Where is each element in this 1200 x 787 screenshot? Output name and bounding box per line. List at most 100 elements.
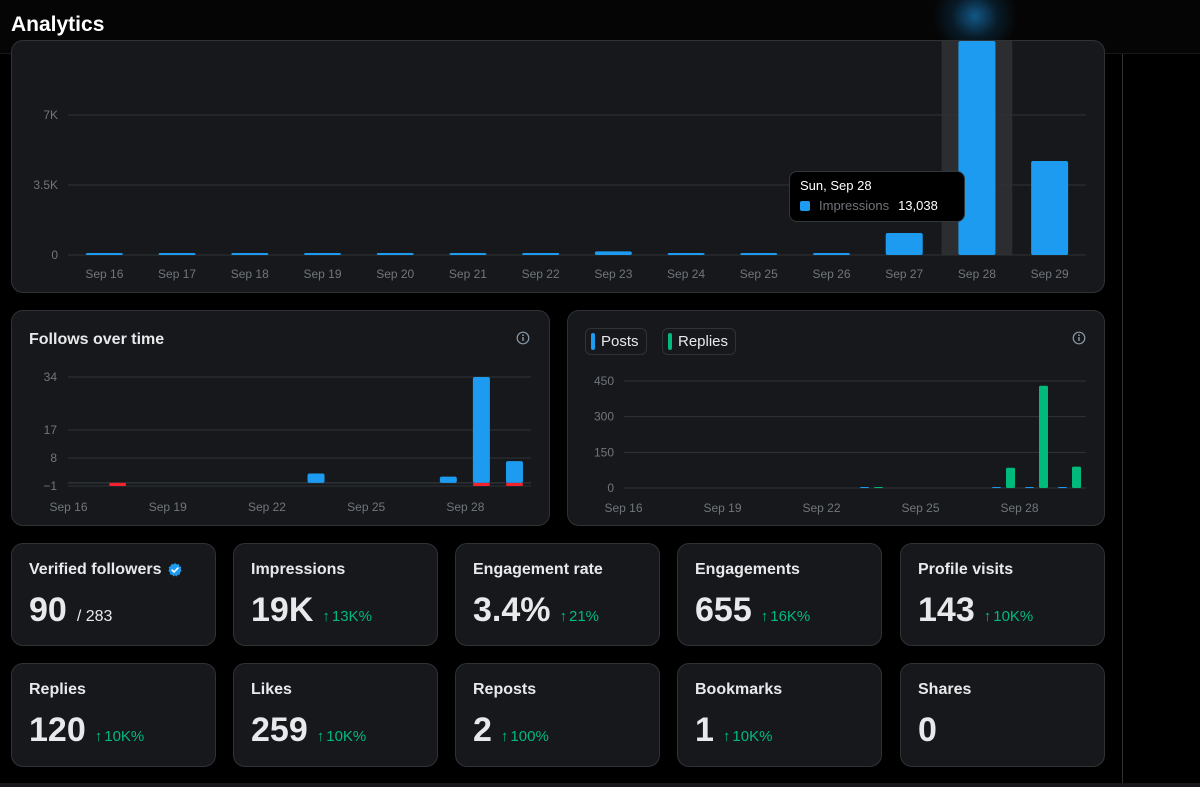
bar-sep-25 bbox=[740, 253, 778, 255]
tooltip-value: 13,038 bbox=[898, 198, 938, 213]
posts-bar bbox=[992, 487, 1001, 488]
y-tick-label: 300 bbox=[594, 410, 614, 424]
metric-change-value: 10K% bbox=[104, 728, 145, 745]
arrow-up-icon: ↑ bbox=[722, 728, 731, 745]
metric-value: 2 bbox=[473, 711, 492, 749]
follow-bar bbox=[472, 377, 490, 483]
y-tick-label: −1 bbox=[43, 479, 57, 493]
metric-card-bookmarks[interactable]: Bookmarks 1 ↑ 10K% bbox=[677, 663, 882, 767]
metric-card-likes[interactable]: Likes 259 ↑ 10K% bbox=[233, 663, 438, 767]
metric-value: 90 bbox=[29, 591, 67, 629]
metric-label-text: Verified followers bbox=[29, 561, 162, 578]
arrow-up-icon: ↑ bbox=[983, 608, 992, 625]
metric-label: Shares bbox=[918, 681, 972, 698]
arrow-up-icon: ↑ bbox=[500, 728, 509, 745]
x-tick-label: Sep 26 bbox=[812, 267, 850, 281]
metric-label: Replies bbox=[29, 681, 86, 698]
legend-replies-label: Replies bbox=[678, 333, 729, 350]
metric-value: 19K bbox=[251, 591, 314, 629]
metric-row: 2 ↑ 100% bbox=[473, 711, 549, 750]
follows-chart[interactable]: 34 17 8 −1 Sep 16 Sep 19 Sep 22 Sep 25 Sep 28 bbox=[12, 311, 550, 526]
metric-value: 655 bbox=[695, 591, 752, 629]
metric-card-verified-followers[interactable]: Verified followers 90 / 283 bbox=[11, 543, 216, 646]
metric-row: 259 ↑ 10K% bbox=[251, 711, 366, 750]
impressions-chart[interactable]: 0 3.5K 7K Sep 16 Sep 17 Sep 18 Sep 19 Sep 20 Sep… bbox=[12, 41, 1105, 293]
x-tick-label: Sep 24 bbox=[667, 267, 705, 281]
metric-row: 1 ↑ 10K% bbox=[695, 711, 772, 750]
metric-card-impressions[interactable]: Impressions 19K ↑ 13K% bbox=[233, 543, 438, 646]
unfollow-bar bbox=[472, 482, 490, 486]
arrow-up-icon: ↑ bbox=[322, 608, 330, 625]
arrow-up-icon: ↑ bbox=[559, 608, 568, 625]
legend-replies-swatch bbox=[668, 333, 672, 350]
legend-replies-button[interactable]: Replies bbox=[662, 328, 737, 355]
info-icon[interactable] bbox=[516, 331, 530, 345]
metric-value: 3.4% bbox=[473, 591, 551, 629]
metric-change-value: 10K% bbox=[993, 608, 1034, 625]
posts-bar bbox=[860, 487, 869, 488]
metric-row: 19K ↑ 13K% bbox=[251, 591, 372, 630]
x-tick-label: Sep 22 bbox=[522, 267, 560, 281]
bar-sep-28 bbox=[958, 41, 996, 255]
posts-bar bbox=[1058, 487, 1067, 488]
metric-change: ↑ 13K% bbox=[322, 608, 372, 625]
x-tick-label: Sep 23 bbox=[594, 267, 632, 281]
x-tick-label: Sep 17 bbox=[158, 267, 196, 281]
metric-row: 3.4% ↑ 21% bbox=[473, 591, 599, 630]
posts-replies-chart-card: Posts Replies 450 300 150 0 Sep 16 Sep 19 Sep … bbox=[567, 310, 1105, 526]
bar-sep-27 bbox=[885, 233, 923, 255]
metric-row: 120 ↑ 10K% bbox=[29, 711, 144, 750]
metric-card-replies[interactable]: Replies 120 ↑ 10K% bbox=[11, 663, 216, 767]
metric-value: 143 bbox=[918, 591, 975, 629]
metric-change: ↑ 10K% bbox=[317, 728, 367, 745]
metric-change-value: 100% bbox=[510, 728, 549, 745]
metric-change: ↑ 10K% bbox=[723, 728, 773, 745]
metric-label: Likes bbox=[251, 681, 292, 698]
x-tick-label: Sep 25 bbox=[347, 500, 385, 514]
follows-chart-title: Follows over time bbox=[29, 331, 165, 348]
metric-card-engagements[interactable]: Engagements 655 ↑ 16K% bbox=[677, 543, 882, 646]
metric-value: 0 bbox=[918, 711, 937, 749]
y-tick-label: 3.5K bbox=[33, 178, 58, 192]
bar-sep-17 bbox=[158, 253, 196, 255]
info-icon[interactable] bbox=[1072, 331, 1086, 345]
metric-change: ↑ 10K% bbox=[984, 608, 1034, 625]
metric-row: 0 bbox=[918, 711, 937, 750]
metric-label: Profile visits bbox=[918, 561, 1014, 578]
bar-sep-21 bbox=[449, 253, 487, 255]
arrow-up-icon: ↑ bbox=[94, 728, 103, 745]
metric-label: Reposts bbox=[473, 681, 537, 698]
metric-change-value: 10K% bbox=[326, 728, 367, 745]
x-tick-label: Sep 22 bbox=[248, 500, 286, 514]
legend-posts-swatch bbox=[591, 333, 595, 350]
metric-change-value: 16K% bbox=[770, 608, 811, 625]
metric-change-value: 10K% bbox=[732, 728, 773, 745]
y-tick-label: 17 bbox=[44, 423, 58, 437]
metric-change: ↑ 21% bbox=[560, 608, 600, 625]
metric-card-profile-visits[interactable]: Profile visits 143 ↑ 10K% bbox=[900, 543, 1105, 646]
metric-card-shares[interactable]: Shares 0 bbox=[900, 663, 1105, 767]
x-tick-label: Sep 19 bbox=[303, 267, 341, 281]
metric-total: / 283 bbox=[76, 608, 113, 625]
posts-replies-chart[interactable]: 450 300 150 0 Sep 16 Sep 19 Sep 22 Sep 25 Sep 28 bbox=[568, 311, 1105, 526]
follow-bar bbox=[439, 476, 457, 483]
bar-sep-20 bbox=[376, 253, 414, 255]
metric-card-engagement-rate[interactable]: Engagement rate 3.4% ↑ 21% bbox=[455, 543, 660, 646]
verified-badge-icon bbox=[168, 563, 183, 577]
arrow-up-icon: ↑ bbox=[316, 728, 325, 745]
bar-sep-16 bbox=[85, 253, 123, 255]
x-tick-label: Sep 18 bbox=[231, 267, 269, 281]
bar-sep-18 bbox=[231, 253, 269, 255]
y-tick-label: 150 bbox=[594, 445, 614, 459]
x-tick-label: Sep 21 bbox=[449, 267, 487, 281]
metric-row: 90 / 283 bbox=[29, 591, 112, 630]
unfollow-bar bbox=[109, 482, 127, 486]
metric-change: ↑ 10K% bbox=[95, 728, 145, 745]
x-tick-label: Sep 16 bbox=[604, 501, 642, 515]
replies-bar bbox=[1039, 385, 1048, 488]
x-tick-label: Sep 19 bbox=[703, 501, 741, 515]
legend-posts-label: Posts bbox=[601, 333, 639, 350]
legend-posts-button[interactable]: Posts bbox=[585, 328, 647, 355]
metric-card-reposts[interactable]: Reposts 2 ↑ 100% bbox=[455, 663, 660, 767]
x-tick-label: Sep 16 bbox=[50, 500, 88, 514]
